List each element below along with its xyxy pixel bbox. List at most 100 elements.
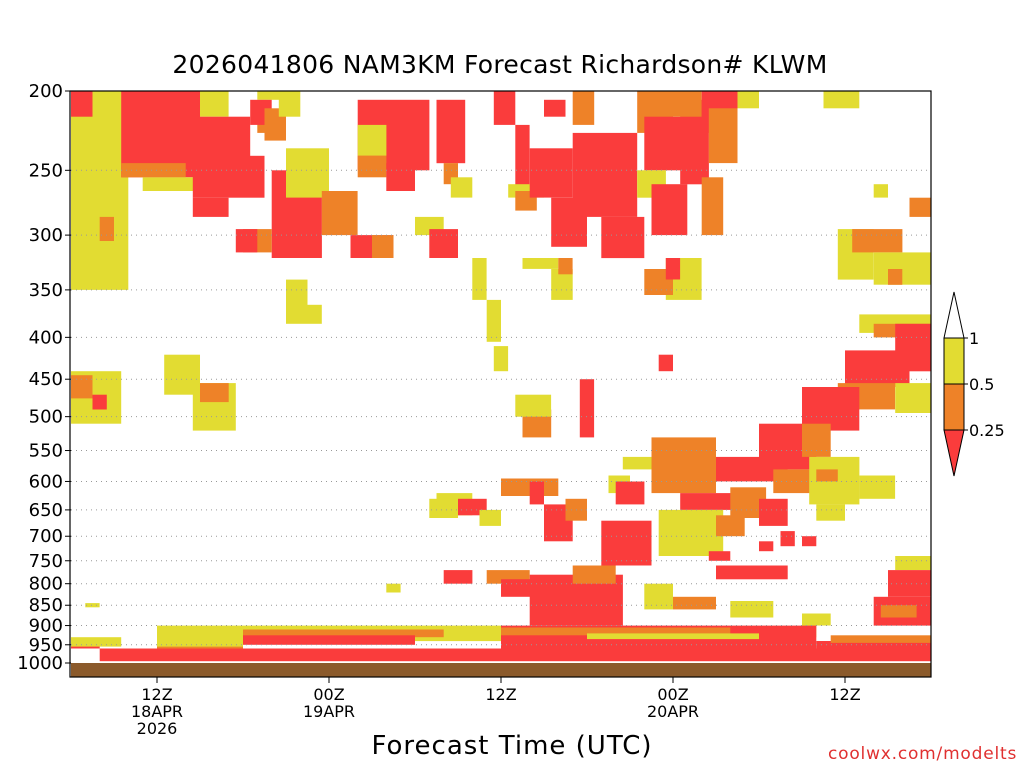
- heatmap-cell-121: [443, 570, 473, 584]
- heatmap-cell-53: [651, 184, 688, 236]
- heatmap-cell-78: [802, 423, 831, 457]
- heatmap-cell-33: [472, 258, 487, 300]
- legend-label-0: 1: [969, 329, 979, 348]
- heatmap-cell-119: [386, 583, 401, 593]
- heatmap-cell-58: [701, 177, 724, 236]
- heatmap-cell-100: [529, 481, 544, 505]
- heatmap-cell-129: [716, 565, 788, 580]
- heatmap-cell-24: [436, 99, 466, 164]
- xtick-label-0-1: 12Z: [141, 685, 172, 704]
- gridlines: [71, 169, 931, 646]
- heatmap-cell-134: [880, 605, 917, 618]
- heatmap-cell-131: [895, 556, 931, 571]
- heatmap-cell-19: [286, 148, 329, 198]
- ytick-label-500: 500: [29, 407, 63, 428]
- heatmap-cell-137: [243, 629, 444, 638]
- heatmap-cell-104: [515, 394, 552, 417]
- heatmap-cell-11: [257, 91, 286, 100]
- y-axis: 200 250 300 350 400 450 500 550 600 650 700 7508008…: [17, 81, 71, 674]
- legend-swatch-0: [943, 291, 965, 339]
- heatmap-cell-57: [737, 91, 759, 109]
- heatmap-cell-46: [522, 258, 559, 269]
- heatmap-cell-54: [673, 91, 702, 117]
- ytick-label-200: 200: [29, 81, 63, 102]
- heatmap-cell-138: [243, 635, 415, 645]
- heatmap-cell-108: [601, 520, 652, 566]
- heatmap-cell-68: [909, 197, 931, 217]
- heatmap-cell-9: [192, 155, 265, 198]
- heatmap-cell-35: [493, 346, 509, 372]
- ytick-label-550: 550: [29, 441, 63, 462]
- heatmap-cell-93: [759, 541, 774, 552]
- heatmap-cell-91: [716, 515, 745, 537]
- legend-swatch-3: [943, 429, 965, 477]
- heatmap-cell-95: [802, 536, 817, 547]
- legend-label-2: 0.25: [969, 421, 1005, 440]
- heatmap-cell-75: [895, 383, 931, 413]
- ytick-label-750: 750: [29, 551, 63, 572]
- legend: 1 0.5 0.25: [943, 291, 1005, 477]
- heatmap-cell-107: [615, 481, 645, 505]
- heatmap-cell-43: [572, 91, 595, 125]
- ytick-label-800: 800: [29, 574, 63, 595]
- heatmap-cell-80: [651, 437, 716, 494]
- heatmap-cell-62: [658, 354, 673, 372]
- xtick-label-1-1: 00Z: [313, 685, 344, 704]
- heatmap-cell-130: [802, 613, 831, 626]
- heatmap-cell-44: [544, 99, 566, 117]
- legend-label-1: 0.5: [969, 375, 994, 394]
- heatmap-cell-61: [665, 258, 681, 280]
- heatmap-cell-42: [572, 132, 638, 217]
- ytick-label-250: 250: [29, 160, 63, 181]
- heatmap-cell-145: [816, 641, 931, 660]
- xtick-label-3-2: 20APR: [647, 702, 699, 721]
- xtick-label-2-1: 12Z: [485, 685, 516, 704]
- heatmap-cell-20: [321, 191, 358, 236]
- heatmap-cell-76: [802, 387, 860, 431]
- ytick-label-300: 300: [29, 225, 63, 246]
- heatmap-cell-94: [780, 531, 795, 547]
- heatmap-cell-120: [429, 498, 458, 518]
- xtick-label-1-2: 19APR: [303, 702, 355, 721]
- heatmap-cell-146: [830, 635, 931, 643]
- heatmap-cell-65: [852, 229, 903, 253]
- xtick-label-4-1: 12Z: [829, 685, 860, 704]
- heatmap-cell-73: [845, 350, 910, 387]
- heatmap-cell-99: [501, 478, 559, 496]
- heatmap-cell-84: [816, 469, 838, 482]
- heatmap-cell-110: [71, 637, 122, 647]
- heatmap-cell-113: [71, 375, 93, 399]
- ytick-label-1000: 1000: [17, 653, 63, 674]
- heatmap-cell-86: [816, 504, 845, 521]
- ytick-label-400: 400: [29, 327, 63, 348]
- heatmap-cell-118: [286, 304, 322, 324]
- heatmap-cell-0: [71, 91, 129, 290]
- heatmap-cell-34: [486, 299, 501, 342]
- heatmap-cell-28: [357, 155, 387, 178]
- heatmap-cell-67: [888, 269, 903, 285]
- heatmap-cell-3: [99, 216, 114, 241]
- legend-swatch-1: [943, 337, 965, 385]
- legend-swatch-2: [943, 383, 965, 431]
- heatmap-cell-47: [551, 269, 573, 300]
- heatmap-cells: [71, 91, 931, 662]
- x-axis-label: Forecast Time (UTC): [371, 731, 653, 761]
- ytick-label-650: 650: [29, 500, 63, 521]
- xtick-label-3-1: 00Z: [657, 685, 688, 704]
- heatmap-cell-143: [501, 627, 731, 636]
- heatmap-cell-37: [515, 124, 530, 198]
- ytick-label-850: 850: [29, 595, 63, 616]
- heatmap-cell-8: [200, 116, 251, 164]
- heatmap-cell-90: [658, 509, 724, 556]
- heatmap-cell-40: [529, 148, 573, 198]
- heatmap-cell-144: [587, 633, 759, 640]
- ground-layer: [71, 663, 931, 677]
- heatmap-cell-128: [730, 601, 774, 618]
- heatmap-cell-111: [85, 603, 100, 608]
- heatmap-cell-22: [286, 279, 308, 310]
- heatmap-cell-66: [873, 252, 931, 285]
- heatmap-cell-18: [235, 229, 258, 253]
- heatmap-cell-85: [859, 475, 896, 499]
